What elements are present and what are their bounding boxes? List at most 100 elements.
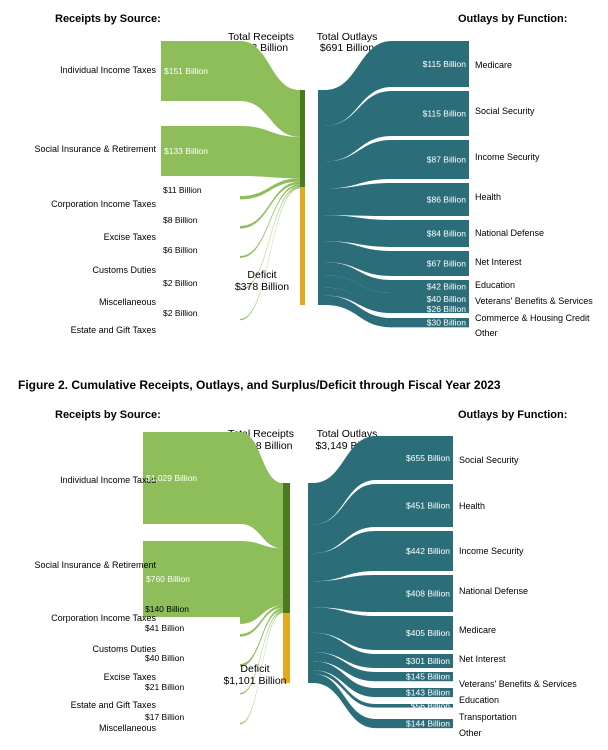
outlay-label-national-defense: National Defense	[459, 586, 528, 596]
outlay-flow-other	[325, 295, 392, 328]
outlay-flow-net-interest	[313, 632, 376, 668]
outlay-label-veterans-benefits-services: Veterans' Benefits & Services	[459, 679, 577, 689]
receipt-flow-social-insurance-retirement-block	[161, 126, 241, 176]
receipt-flow-miscellaneous	[240, 611, 283, 725]
outlay-amount-medicare: $115 Billion	[423, 59, 467, 69]
total-receipts-bar	[283, 483, 290, 614]
outlay-label-education: Education	[475, 280, 515, 290]
receipt-amount-estate-and-gift-taxes: $21 Billion	[145, 682, 184, 692]
outlay-label-transportation: Transportation	[459, 712, 517, 722]
total-outlays-label: Total Outlays	[317, 31, 378, 43]
receipt-flow-social-insurance-retirement	[240, 541, 283, 617]
receipt-flow-customs-duties	[240, 605, 283, 637]
receipt-amount-excise-taxes: $8 Billion	[163, 215, 198, 225]
total-receipts-bar	[300, 90, 305, 188]
outlay-amount-commerce-housing-credit: $26 Billion	[427, 304, 466, 314]
receipt-label-excise-taxes: Excise Taxes	[104, 232, 157, 242]
outlay-amount-social-security: $115 Billion	[423, 109, 467, 119]
outlay-amount-veterans-benefits-services: $145 Billion	[406, 672, 450, 682]
outlay-amount-education: $143 Billion	[406, 688, 450, 698]
deficit-label: Deficit	[247, 269, 276, 281]
receipt-amount-customs-duties: $41 Billion	[145, 623, 184, 633]
outlay-flow-income-security	[325, 140, 392, 189]
deficit-label: Deficit	[240, 663, 269, 675]
outlay-flow-medicare	[313, 607, 376, 650]
receipt-amount-customs-duties: $6 Billion	[163, 245, 198, 255]
outlay-flow-social-security-block	[391, 91, 469, 136]
receipt-label-miscellaneous: Miscellaneous	[99, 297, 157, 307]
receipt-flow-miscellaneous	[240, 186, 300, 291]
outlay-label-other: Other	[475, 328, 498, 338]
receipt-label-miscellaneous: Miscellaneous	[99, 723, 157, 733]
receipt-label-social-insurance-retirement: Social Insurance & Retirement	[34, 560, 156, 570]
outlay-flow-veterans-benefits-services-block	[391, 293, 469, 306]
outlay-label-social-security: Social Security	[459, 455, 519, 465]
receipt-flow-customs-duties	[240, 184, 300, 258]
receipt-amount-estate-and-gift-taxes: $2 Billion	[163, 308, 198, 318]
receipt-label-customs-duties: Customs Duties	[92, 644, 156, 654]
outlay-label-income-security: Income Security	[475, 152, 540, 162]
outlay-flow-veterans-benefits-services	[313, 652, 376, 682]
outlay-label-medicare: Medicare	[475, 60, 512, 70]
outlay-label-net-interest: Net Interest	[475, 257, 522, 267]
outlay-amount-education: $42 Billion	[427, 282, 466, 292]
outlay-flow-veterans-benefits-services	[325, 275, 392, 306]
outlay-amount-veterans-benefits-services: $40 Billion	[427, 294, 466, 304]
receipt-label-customs-duties: Customs Duties	[92, 265, 156, 275]
total-outlays-value: $691 Billion	[320, 42, 374, 54]
total-receipts-label: Total Receipts	[228, 31, 294, 43]
outlay-label-national-defense: National Defense	[475, 228, 544, 238]
receipt-amount-social-insurance-retirement: $760 Billion	[146, 574, 190, 584]
outlay-flow-national-defense	[313, 575, 376, 612]
outlay-amount-health: $86 Billion	[427, 195, 466, 205]
outlay-flow-health-block	[375, 484, 453, 527]
outlay-flow-social-security-block	[375, 436, 453, 480]
receipts-header: Receipts by Source:	[55, 409, 161, 421]
receipt-flow-individual-income-taxes	[240, 41, 300, 137]
outlay-label-medicare: Medicare	[459, 625, 496, 635]
outlay-flow-income-security-block	[391, 140, 469, 179]
outlay-flow-national-defense-block	[391, 220, 469, 247]
outlay-amount-net-interest: $301 Billion	[406, 656, 450, 666]
receipt-label-excise-taxes: Excise Taxes	[104, 672, 157, 682]
outlay-flow-transportation	[313, 670, 376, 708]
receipt-flow-estate-and-gift-taxes	[240, 187, 300, 321]
outlay-flow-education	[325, 262, 392, 294]
outlay-flow-net-interest-block	[391, 251, 469, 276]
deficit-value: $378 Billion	[235, 281, 289, 293]
outlay-label-social-security: Social Security	[475, 106, 535, 116]
outlay-flow-education-block	[391, 280, 469, 294]
outlay-label-income-security: Income Security	[459, 546, 524, 556]
receipt-flow-individual-income-taxes-block	[161, 41, 241, 101]
total-outlays-bar	[318, 90, 325, 305]
outlay-amount-other: $30 Billion	[427, 318, 466, 328]
outlay-label-health: Health	[459, 501, 485, 511]
receipt-label-estate-and-gift-taxes: Estate and Gift Taxes	[71, 700, 157, 710]
outlay-flow-medicare-block	[375, 616, 453, 650]
receipt-flow-social-insurance-retirement	[240, 126, 300, 179]
outlay-label-veterans-benefits-services: Veterans' Benefits & Services	[475, 296, 593, 306]
receipt-flow-estate-and-gift-taxes	[240, 610, 283, 695]
receipt-label-corporation-income-taxes: Corporation Income Taxes	[51, 199, 156, 209]
outlay-label-net-interest: Net Interest	[459, 654, 506, 664]
receipt-amount-individual-income-taxes: $1,029 Billion	[146, 473, 197, 483]
outlay-flow-social-security	[325, 91, 392, 162]
outlay-amount-transportation: $56 Billion	[411, 701, 450, 711]
outlays-header: Outlays by Function:	[458, 409, 567, 421]
receipt-label-corporation-income-taxes: Corporation Income Taxes	[51, 613, 156, 623]
receipts-header: Receipts by Source:	[55, 13, 161, 25]
receipt-amount-corporation-income-taxes: $140 Billion	[145, 604, 189, 614]
outlay-flow-medicare-block	[391, 41, 469, 87]
receipt-flow-excise-taxes	[240, 608, 283, 667]
outlay-flow-other-block	[391, 318, 469, 328]
receipt-flow-individual-income-taxes	[240, 432, 283, 549]
outlay-flow-income-security-block	[375, 531, 453, 571]
outlay-flow-national-defense	[325, 215, 392, 247]
outlay-amount-net-interest: $67 Billion	[427, 259, 466, 269]
total-outlays-bar	[308, 483, 313, 683]
receipt-amount-miscellaneous: $2 Billion	[163, 278, 198, 288]
outlay-flow-health	[313, 484, 376, 554]
outlay-label-other: Other	[459, 728, 482, 738]
receipt-flow-individual-income-taxes-block	[143, 432, 241, 524]
